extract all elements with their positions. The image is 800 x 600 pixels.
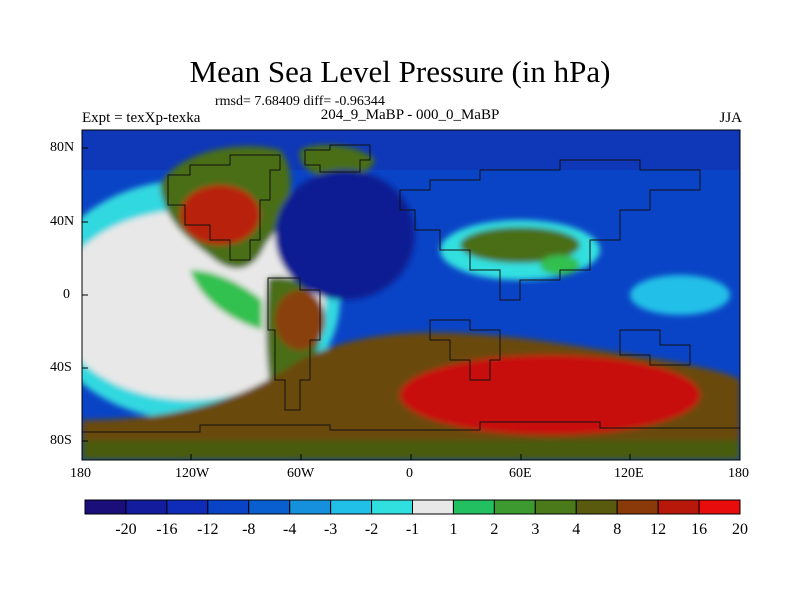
continent-outline-south-america [267,277,321,411]
colorbar-swatch [84,499,127,515]
period-label: 204_9_MaBP - 000_0_MaBP [320,107,500,123]
colorbar-label: 8 [613,521,621,538]
colorbar-label: -1 [406,521,419,538]
x-tick-120w: 120W [175,466,210,481]
colorbar-label: -8 [242,521,255,538]
colorbar-label: -2 [365,521,378,538]
season-label: JJA [719,110,742,126]
colorbar-swatch [493,499,536,515]
stats-text: rmsd= 7.68409 diff= -0.96344 [215,94,385,109]
colorbar-label: 12 [650,521,666,538]
y-tick-80n: 80N [50,140,75,155]
colorbar-swatch [575,499,618,515]
x-tick-60e: 60E [509,466,532,481]
y-tick-80s: 80S [50,433,72,448]
colorbar-label: -16 [156,521,177,538]
colorbar-swatch [330,499,373,515]
colorbar-label: 1 [449,521,457,538]
x-tick-0: 0 [406,466,413,481]
colorbar-swatch [248,499,291,515]
x-tick-180e: 180 [728,466,749,481]
y-tick-0: 0 [63,287,70,302]
continent-outline-antarctica [82,421,740,433]
colorbar-swatch [534,499,577,515]
colorbar-swatch [125,499,168,515]
neutral-region-pacific [82,210,325,400]
x-tick-120e: 120E [614,466,644,481]
high-region-south-indian-ocean [400,355,700,435]
colorbar-swatch [207,499,250,515]
colorbar-swatch [166,499,209,515]
colorbar-label: -12 [197,521,218,538]
colorbar-label: -4 [283,521,296,538]
colorbar-label: -3 [324,521,337,538]
colorbar-swatch [657,499,700,515]
colorbar-label: 20 [732,521,748,538]
colorbar-swatch [698,499,741,515]
y-tick-40s: 40S [50,360,72,375]
low-region-north-atlantic [275,170,415,300]
continent-outline-australia [619,329,691,366]
colorbar-label: 4 [572,521,580,538]
continent-outline-greenland [304,144,371,173]
experiment-label: Expt = texXp-texka [82,110,201,126]
continent-outline-africa [429,319,501,381]
x-tick-180w: 180 [70,466,91,481]
colorbar-label: 2 [490,521,498,538]
colorbar-label: 3 [531,521,539,538]
high-region-asia [460,227,580,263]
colorbar-swatch [616,499,659,515]
y-tick-40n: 40N [50,214,75,229]
colorbar-label: 16 [691,521,707,538]
colorbar-swatch [412,499,454,515]
continent-outline-north-america [167,154,281,261]
colorbar-swatch [371,499,413,515]
x-tick-60w: 60W [287,466,315,481]
chart-title: Mean Sea Level Pressure (in hPa) [189,54,611,89]
high-region-greenland [299,144,375,179]
colorbar-label: -20 [115,521,136,538]
colorbar-swatch [452,499,495,515]
colorbar-swatch [289,499,332,515]
continent-outline-eurasia [399,159,701,301]
